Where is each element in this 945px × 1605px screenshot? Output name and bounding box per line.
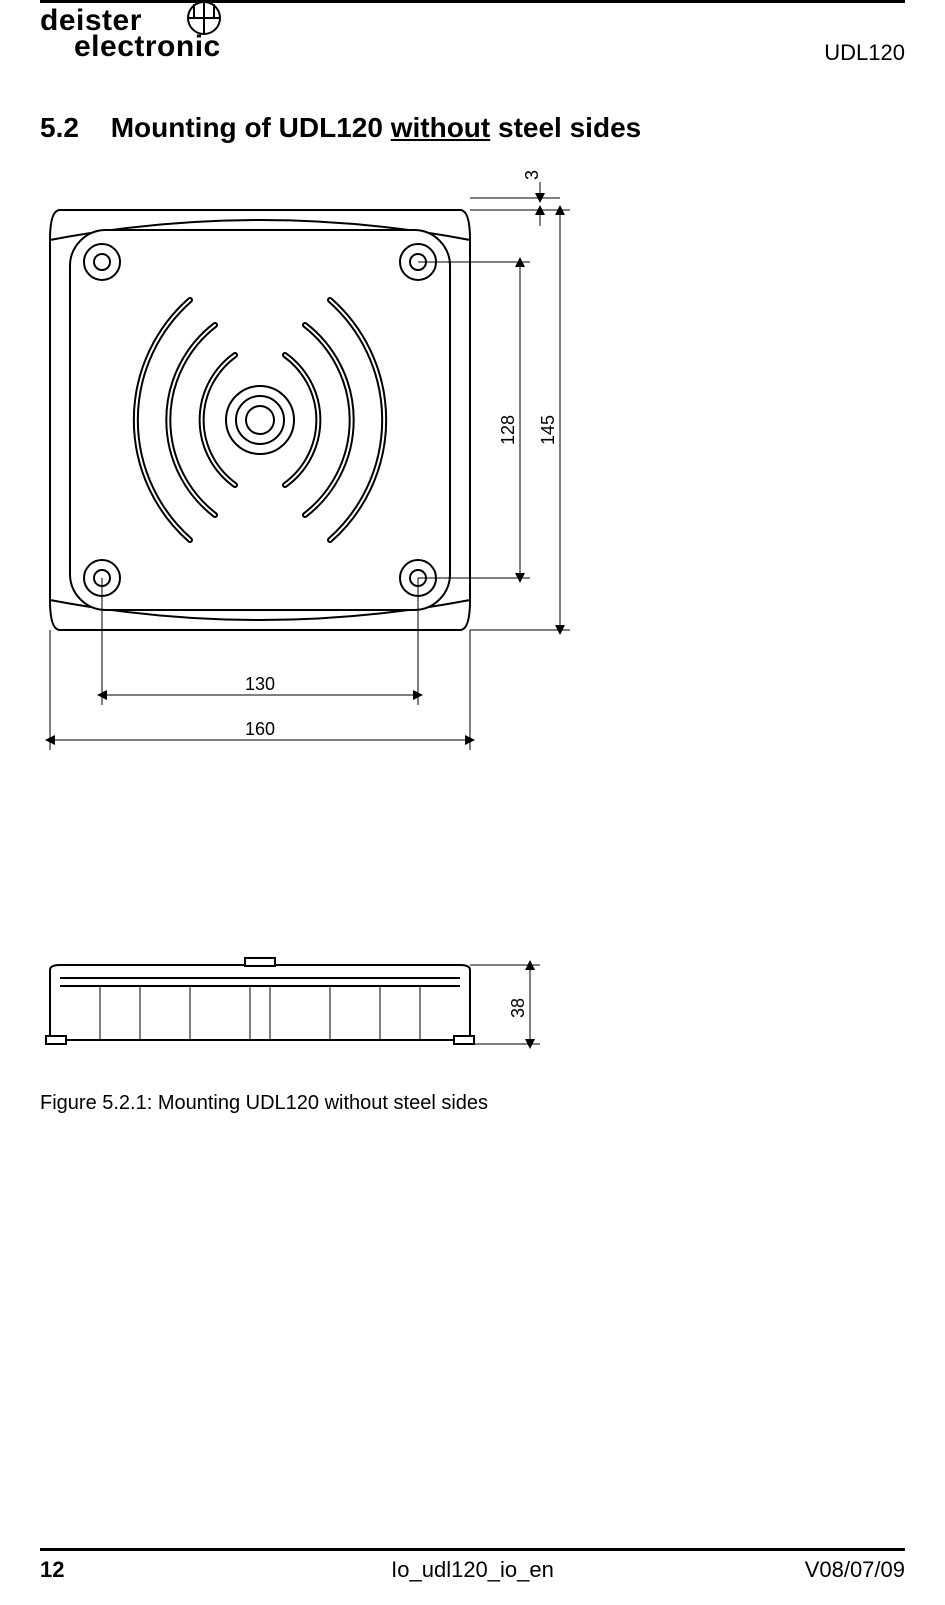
figure-top-view: 3 128 145 130 160 bbox=[40, 160, 620, 780]
logo-icon bbox=[182, 0, 230, 36]
section-title-suffix: steel sides bbox=[490, 112, 641, 143]
section-title-underlined: without bbox=[391, 112, 491, 143]
dim-outer-width: 160 bbox=[245, 719, 275, 739]
page: deister electronic UDL120 5.2 Mounting o… bbox=[0, 0, 945, 1605]
section-heading: 5.2 Mounting of UDL120 without steel sid… bbox=[40, 112, 641, 144]
footer-rule bbox=[40, 1548, 905, 1551]
header-rule bbox=[40, 0, 905, 3]
dim-top-offset: 3 bbox=[522, 170, 542, 180]
figure-caption: Figure 5.2.1: Mounting UDL120 without st… bbox=[40, 1092, 488, 1115]
company-logo: deister electronic bbox=[40, 6, 240, 76]
footer-filename: Io_udl120_io_en bbox=[0, 1557, 945, 1583]
footer-version: V08/07/09 bbox=[805, 1557, 905, 1583]
section-number: 5.2 bbox=[40, 112, 79, 144]
dim-inner-width: 130 bbox=[245, 674, 275, 694]
figure-side-view: 38 bbox=[40, 940, 600, 1080]
dim-side-height: 38 bbox=[508, 998, 528, 1018]
section-title-prefix: Mounting of UDL120 bbox=[111, 112, 391, 143]
document-id: UDL120 bbox=[824, 40, 905, 66]
dim-outer-height: 145 bbox=[538, 415, 558, 445]
dim-inner-height: 128 bbox=[498, 415, 518, 445]
